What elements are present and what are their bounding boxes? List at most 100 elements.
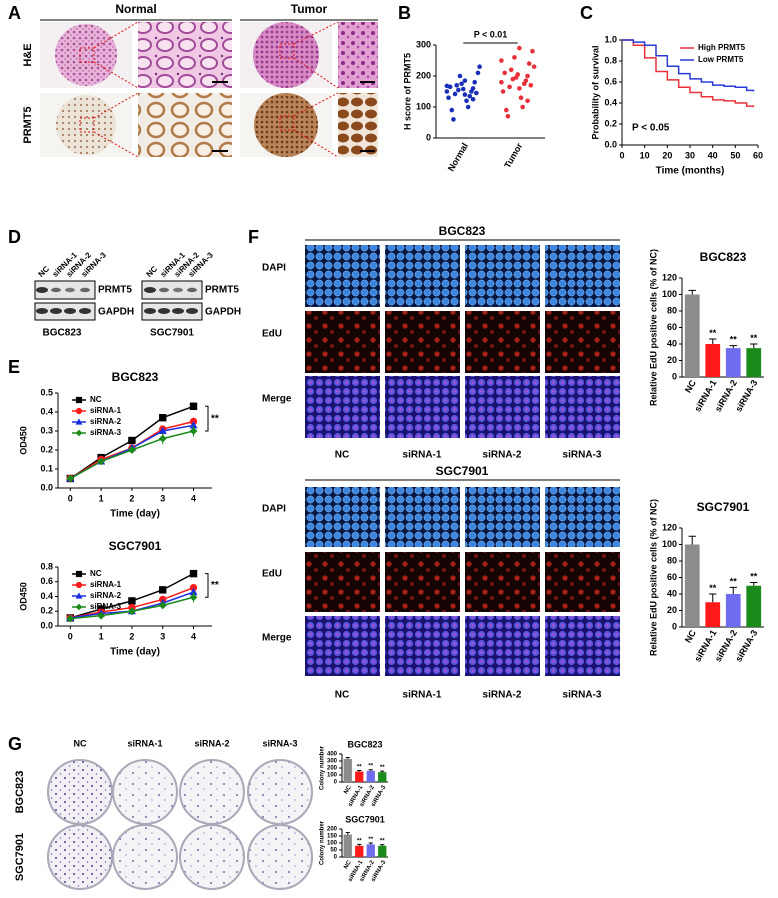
legend-label: siRNA-1 (90, 406, 122, 415)
data-point (500, 89, 506, 94)
lane-label: NC (37, 264, 52, 279)
image (254, 93, 318, 157)
bar (343, 758, 352, 782)
data-point (504, 107, 509, 113)
x-tick-label: NC (343, 859, 353, 870)
legend-label: siRNA-1 (90, 580, 122, 589)
y-tick-label: 0.4 (40, 591, 53, 601)
micrograph (465, 552, 540, 612)
cell-line-title: BGC823 (439, 224, 486, 238)
marker (97, 457, 106, 466)
x-axis-label: Time (months) (656, 166, 725, 177)
y-tick-label: 50 (330, 848, 337, 854)
y-tick-label: 0.2 (604, 118, 617, 128)
y-tick-label: 100 (416, 101, 431, 111)
annotation: P < 0.01 (474, 29, 508, 39)
error-bar (750, 581, 758, 586)
marker (128, 436, 136, 445)
y-tick-label: 0.8 (604, 55, 617, 65)
row-label: Merge (262, 394, 292, 405)
y-tick-label: 300 (327, 759, 338, 765)
marker (159, 414, 167, 422)
x-tick-label: Tumor (502, 141, 525, 170)
colony-dish (47, 759, 313, 890)
y-axis-label: OD450 (18, 426, 28, 455)
annotation: ** (211, 580, 219, 591)
error-bar (729, 586, 737, 594)
data-point (526, 61, 532, 66)
micrograph (305, 487, 380, 547)
legend-label: siRNA-2 (90, 591, 122, 600)
marker (66, 614, 75, 623)
marker (158, 601, 167, 610)
significance: ** (380, 839, 385, 845)
series-line (622, 39, 755, 92)
marker (75, 407, 83, 415)
data-point (451, 117, 456, 122)
panel-letter: D (8, 227, 21, 247)
y-tick-label: 0.1 (40, 463, 53, 473)
data-point (465, 104, 471, 110)
data-point (475, 70, 481, 76)
x-tick-label: 4 (191, 631, 196, 641)
micrograph (545, 487, 620, 547)
micrograph (465, 311, 540, 373)
y-tick-label: 20 (667, 605, 677, 615)
column-label: siRNA-3 (563, 690, 602, 701)
error-bar (368, 769, 373, 771)
x-tick-label: 2 (129, 493, 134, 503)
data-point (454, 83, 460, 88)
significance: ** (709, 328, 717, 338)
marker (128, 597, 136, 605)
cell-line-label: SGC7901 (150, 328, 194, 339)
y-tick-label: 300 (416, 39, 431, 49)
image-layer (34, 19, 620, 890)
scale-bar (212, 81, 375, 152)
column-label: siRNA-2 (194, 738, 229, 748)
band-label: GAPDH (205, 307, 241, 318)
x-tick-label: 1 (99, 631, 104, 641)
panel-letter: E (8, 357, 20, 377)
bar (705, 344, 721, 377)
y-tick-label: 0.2 (40, 606, 53, 616)
image (138, 93, 232, 157)
data-point (517, 86, 522, 91)
y-tick-label: 0.6 (40, 576, 53, 586)
x-tick-label: 3 (160, 493, 165, 503)
y-tick-label: 200 (327, 827, 338, 833)
significance: ** (730, 335, 738, 345)
x-tick-label: 30 (685, 150, 695, 160)
y-tick-label: 0.6 (604, 76, 617, 86)
row-label: EdU (262, 329, 282, 340)
y-tick-label: 0.0 (604, 139, 617, 149)
significance: ** (368, 837, 373, 843)
legend-label: siRNA-2 (90, 417, 122, 426)
marker (128, 607, 136, 616)
marker (189, 402, 198, 411)
significance: ** (730, 576, 738, 586)
data-point (470, 96, 476, 102)
y-axis-label: Colony number (320, 745, 326, 790)
error-bar (729, 345, 737, 349)
bar (725, 348, 741, 377)
bar (684, 294, 700, 377)
column-label: siRNA-2 (483, 690, 522, 701)
y-tick-label: 100 (327, 841, 338, 847)
x-axis-label: Time (day) (110, 509, 160, 520)
data-point (523, 78, 529, 83)
bar (684, 544, 700, 627)
chart-title: SGC7901 (697, 500, 750, 514)
x-tick-label: 10 (640, 150, 650, 160)
y-axis-label: Relative EdU positive cells (% of NC) (648, 249, 658, 406)
data-point (472, 79, 477, 85)
row-label: EdU (262, 569, 282, 580)
micrograph (545, 311, 620, 373)
lane-label: NC (145, 264, 160, 279)
y-tick-label: 60 (667, 572, 677, 582)
micrograph (465, 616, 540, 676)
error-bar (709, 338, 717, 344)
data-point (444, 89, 450, 94)
micrograph (385, 311, 460, 373)
data-point (449, 107, 455, 113)
